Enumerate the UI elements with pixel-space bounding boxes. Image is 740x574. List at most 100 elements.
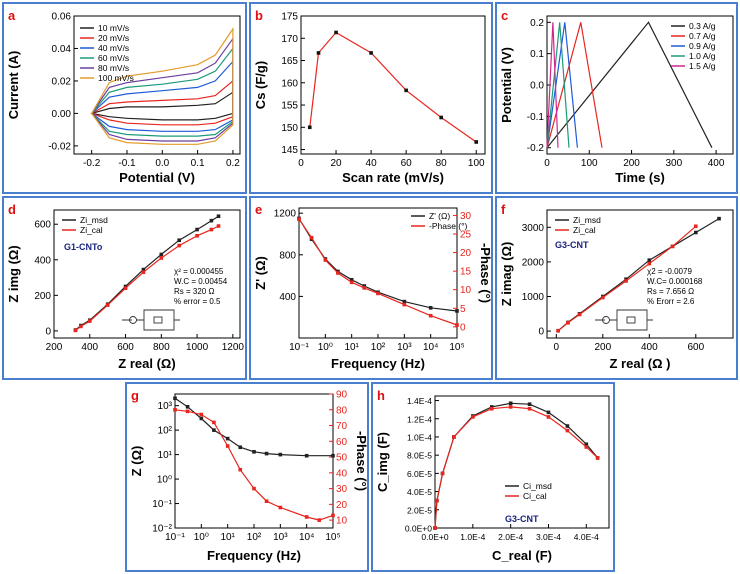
data-point [647, 258, 652, 262]
series-line-ci-cal [434, 406, 599, 529]
series-line-0-3-a-g [546, 21, 713, 149]
data-point [316, 51, 321, 55]
plot-frame [300, 15, 486, 155]
x-tick-label: 600 [687, 342, 704, 353]
panel-b: b 0 20 40 60 80 100 145 150 155 160 165 170 175 Scan r… [249, 2, 493, 194]
x-tick-label: 10³ [397, 342, 412, 353]
y-tick-label: 150 [281, 123, 298, 134]
data-point [123, 286, 128, 291]
data-point [402, 299, 407, 304]
data-point [455, 323, 459, 327]
data-point [209, 227, 214, 232]
y-tick-label: -0.02 [48, 141, 71, 152]
series-line-cs [309, 31, 477, 143]
panel-label-f: f [501, 202, 506, 217]
y-tick-label: 10⁰ [157, 475, 172, 486]
y-right-tick-label: 30 [336, 484, 348, 495]
x-tick-label: 800 [153, 342, 170, 353]
legend-label: Ci_msd [523, 481, 552, 491]
series-line-0-9-a-g [546, 22, 578, 148]
series-line-1-5-a-g [546, 22, 559, 148]
data-point [349, 277, 354, 282]
y-right-tick-label: 40 [336, 468, 348, 479]
data-point [566, 320, 570, 325]
y-tick-label: 0.0E+0 [405, 524, 432, 534]
legend-label: 1.0 A/g [689, 51, 716, 61]
x-axis-label: Z real (Ω ) [610, 356, 671, 371]
y-tick-label: 0.00 [52, 109, 72, 120]
y-tick-label: 0 [45, 326, 51, 337]
panel-label-d: d [8, 202, 16, 217]
data-point [304, 515, 309, 519]
y-right-tick-label: 60 [336, 437, 348, 448]
fit-statistics-line: W.C = 0.00454 [174, 277, 228, 286]
y-tick-label: 6.0E-5 [407, 469, 432, 479]
y-axis-label: Z imag (Ω) [499, 242, 514, 307]
legend-label: 1.5 A/g [689, 61, 716, 71]
legend-label: Z' (Ω) [429, 211, 450, 221]
y-tick-label: 200 [34, 291, 51, 302]
chart-f-svg: 0 200 400 600 0 1000 2000 3000 Z real (Ω ) Z imag… [499, 209, 734, 371]
y-axis-label: Potential (V) [499, 47, 514, 123]
panel-c: c 0 100 200 300 400 -0.2 -0.1 0.0 0.1 0.2 Time (s) P… [495, 2, 738, 194]
data-point [489, 406, 494, 411]
x-tick-label: 0 [554, 342, 560, 353]
y-tick-label: 0.04 [52, 44, 72, 55]
chart-a-svg: -0.2 -0.1 0.0 0.1 0.2 -0.02 0.00 0.02 0.04 0.06 Po… [6, 12, 241, 185]
data-point [362, 286, 367, 290]
y-tick-label: 1000 [522, 292, 545, 303]
data-point [452, 435, 456, 439]
cpe-element-icon [626, 316, 636, 324]
x-tick-label: 1200 [222, 342, 245, 353]
series-line--phase- [298, 218, 458, 326]
y-tick-label: 0.02 [52, 76, 72, 87]
data-point [177, 243, 181, 248]
data-point [304, 453, 309, 458]
legend-label: 0.7 A/g [689, 31, 716, 41]
y-right-tick-label: 5 [460, 304, 466, 315]
y-right-tick-label: 70 [336, 421, 348, 432]
panel-label-c: c [501, 8, 509, 23]
y-right-tick-label: 20 [336, 500, 348, 511]
y-tick-label: 145 [281, 145, 298, 156]
fit-statistics-line: Rs = 7.656 Ω [647, 287, 694, 296]
data-point [173, 407, 177, 412]
x-tick-label: 1.0E-4 [460, 532, 485, 542]
plot-frame [53, 209, 241, 339]
data-point [331, 453, 335, 458]
series-line-z- [298, 218, 458, 312]
y-tick-label: 10¹ [158, 450, 173, 461]
legend-label: 40 mV/s [98, 43, 129, 53]
panel-a: a -0.2 -0.1 0.0 0.1 0.2 -0.02 0.00 0.02 0.04 0.06 P… [2, 2, 247, 194]
legend-label: Zi_msd [573, 215, 601, 225]
data-point [185, 409, 190, 414]
x-axis-label: Frequency (Hz) [331, 356, 425, 371]
y-tick-label: 1200 [274, 209, 297, 220]
y-tick-label: 0.0 [530, 81, 544, 92]
y-tick-label: 400 [34, 255, 51, 266]
data-point [362, 284, 367, 288]
y-tick-label: 10⁻² [152, 524, 172, 535]
y-right-tick-label: 10 [336, 516, 348, 527]
x-tick-label: 200 [623, 158, 640, 169]
panel-g: g 10⁻¹ 10⁰ 10¹ 10² 10³ 10⁴ 10⁵ 10⁻² 10⁻¹ 10⁰ 10¹ 10²… [125, 382, 369, 572]
x-tick-label: 3.0E-4 [536, 532, 561, 542]
x-tick-label: 400 [708, 158, 725, 169]
legend-label: Zi_msd [80, 215, 108, 225]
plot-frame [434, 395, 610, 529]
y-axis-label: Current (A) [6, 51, 21, 120]
x-tick-label: 10³ [273, 532, 288, 543]
legend-label: 20 mV/s [98, 33, 129, 43]
y-tick-label: 0.2 [530, 18, 544, 29]
x-tick-label: 10² [247, 532, 262, 543]
data-point [565, 424, 570, 428]
data-point [556, 328, 560, 333]
data-point [647, 261, 652, 266]
data-point [584, 445, 589, 449]
data-point [317, 518, 322, 522]
fit-statistics-line: % error = 0.5 [174, 297, 221, 306]
data-point [159, 256, 164, 260]
data-point [489, 405, 494, 409]
fit-statistics-line: χ2 = -0.0079 [647, 267, 692, 276]
panel-label-a: a [8, 8, 16, 23]
